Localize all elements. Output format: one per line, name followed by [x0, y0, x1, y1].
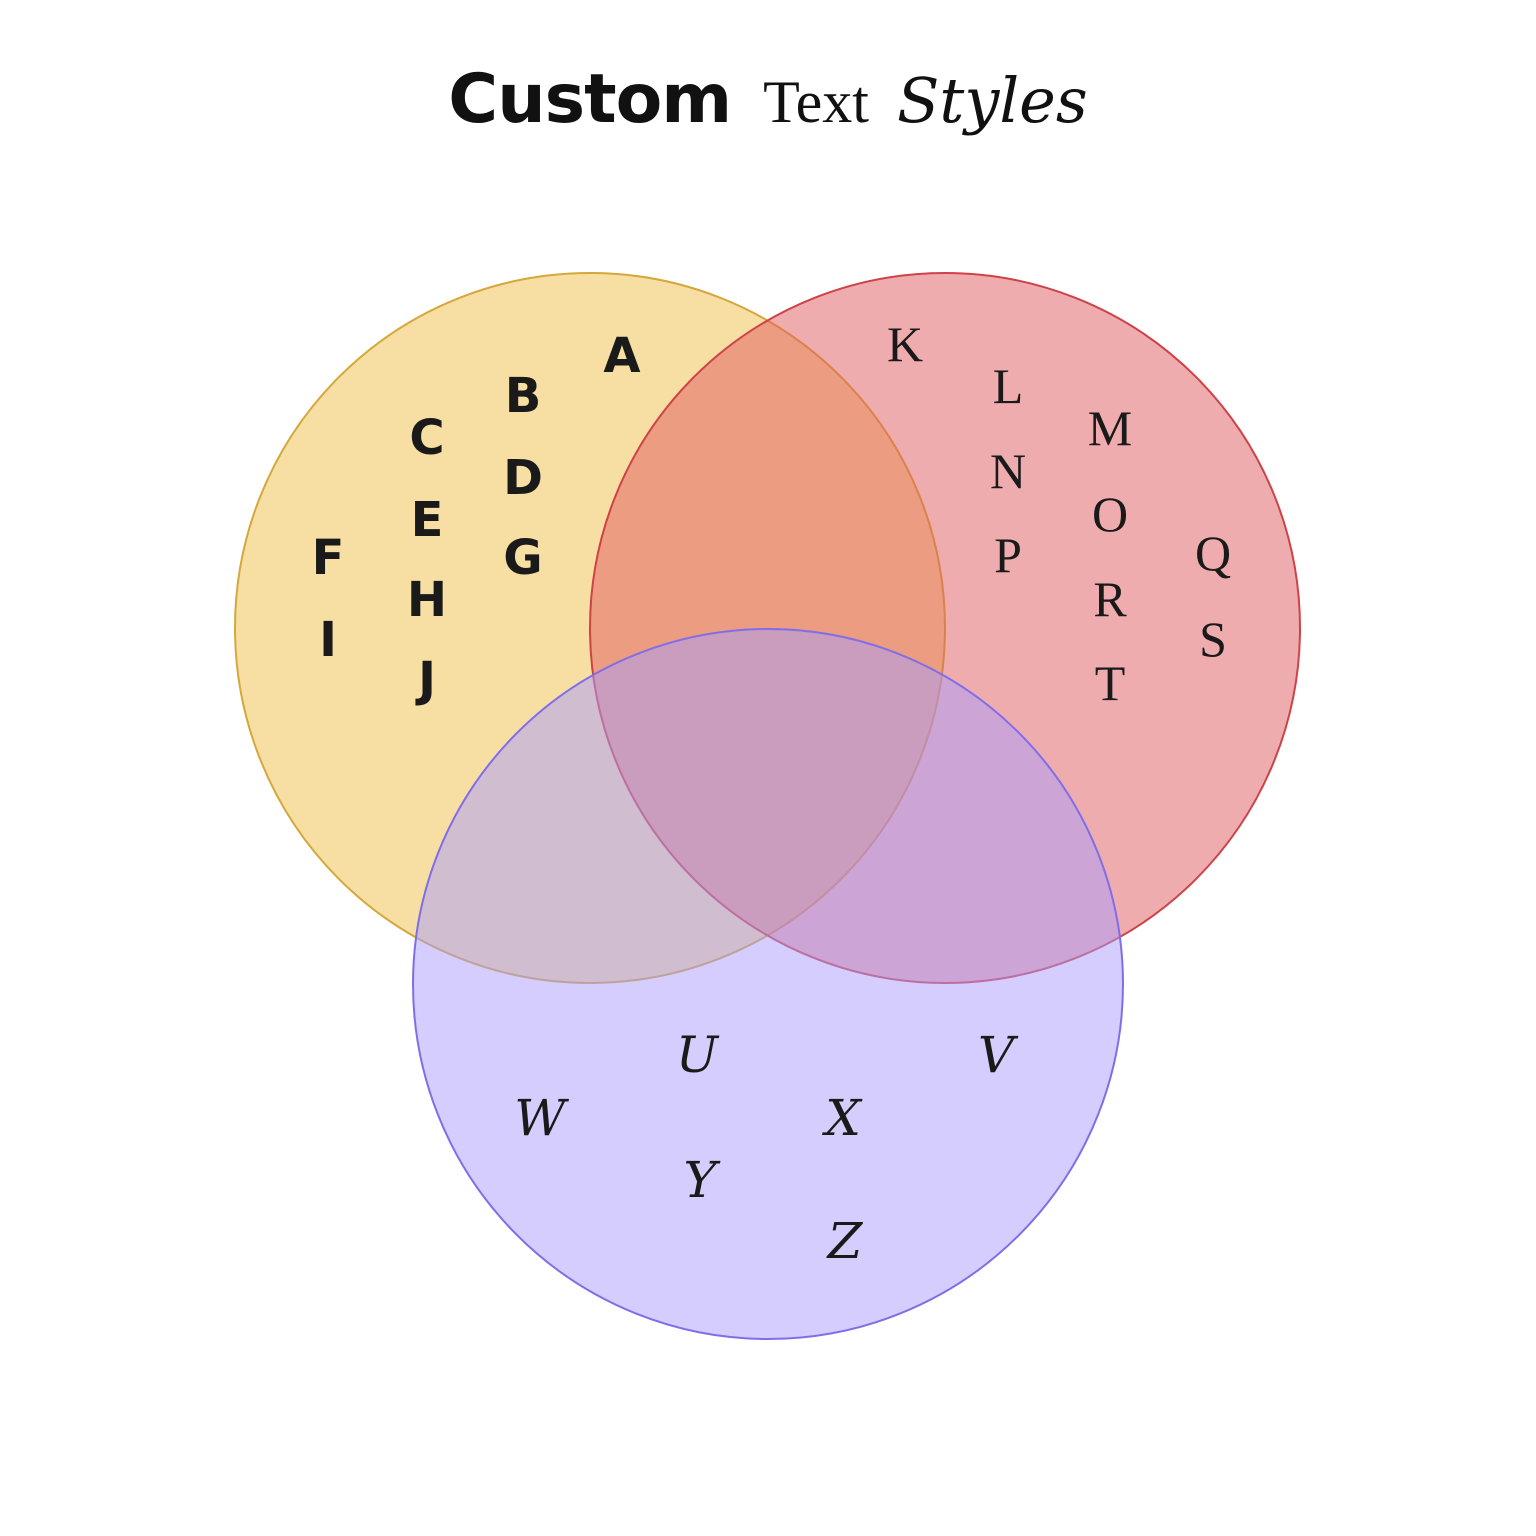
set-letter: L: [993, 358, 1024, 414]
diagram-title: Custom Text Styles: [448, 60, 1087, 139]
set-letter: M: [1088, 400, 1132, 456]
set-letter: G: [503, 530, 542, 586]
set-circle-purple: [412, 628, 1124, 1340]
set-letter: B: [505, 368, 542, 424]
set-letter: S: [1199, 611, 1227, 667]
set-letter: R: [1093, 571, 1127, 627]
set-letter: X: [821, 1089, 863, 1147]
set-letter: D: [503, 450, 543, 506]
set-letters-red: K L M N O P Q R S T: [887, 316, 1231, 711]
set-letter: Q: [1195, 525, 1231, 581]
set-letter: V: [978, 1026, 1019, 1084]
set-letter: T: [1095, 655, 1126, 711]
set-letter: U: [676, 1026, 720, 1084]
set-letter: H: [407, 572, 447, 628]
set-letter: P: [994, 527, 1022, 583]
set-letter: O: [1092, 486, 1128, 542]
set-letter: Y: [683, 1151, 720, 1209]
set-letters-yellow: A B C D E F G H I J: [312, 328, 641, 708]
venn-circles: [234, 272, 1301, 1340]
set-letter: I: [319, 612, 337, 668]
set-letter: W: [514, 1089, 569, 1147]
title-part-styles: Styles: [897, 64, 1088, 137]
set-letter: E: [411, 492, 444, 548]
set-letter: A: [603, 328, 640, 384]
set-letter: K: [887, 316, 923, 372]
set-letter: C: [409, 410, 444, 466]
set-letter: F: [312, 530, 345, 586]
title-part-custom: Custom: [448, 60, 731, 139]
set-letter: J: [415, 652, 436, 708]
title-part-text: Text: [763, 69, 869, 135]
set-letters-purple: U V W X Y Z: [514, 1026, 1019, 1270]
set-letter: Z: [826, 1212, 864, 1270]
set-letter: N: [990, 443, 1026, 499]
